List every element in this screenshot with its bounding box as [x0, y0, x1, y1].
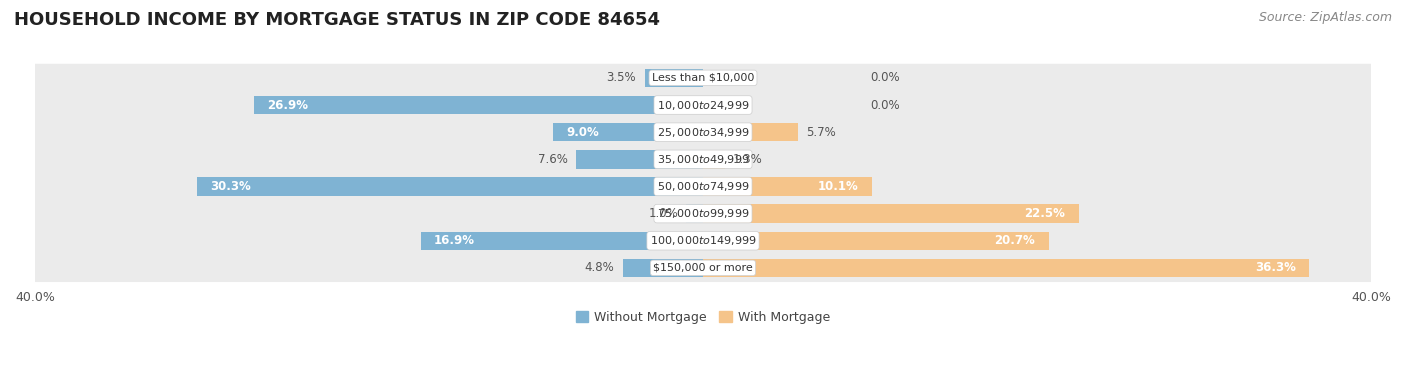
FancyBboxPatch shape: [27, 172, 1379, 201]
Text: 3.5%: 3.5%: [606, 71, 636, 84]
Text: 1.0%: 1.0%: [648, 207, 678, 220]
Text: Less than $10,000: Less than $10,000: [652, 73, 754, 83]
Text: 5.7%: 5.7%: [807, 126, 837, 139]
FancyBboxPatch shape: [27, 91, 1379, 119]
Text: $75,000 to $99,999: $75,000 to $99,999: [657, 207, 749, 220]
Text: 10.1%: 10.1%: [817, 180, 858, 193]
Text: 20.7%: 20.7%: [994, 234, 1035, 247]
Bar: [703, 177, 872, 196]
Bar: [553, 123, 703, 141]
Bar: [420, 231, 703, 250]
Bar: [703, 150, 724, 169]
Text: 7.6%: 7.6%: [538, 153, 568, 166]
Bar: [703, 259, 1309, 277]
Bar: [623, 259, 703, 277]
FancyBboxPatch shape: [27, 227, 1379, 255]
Bar: [686, 204, 703, 223]
Bar: [703, 204, 1078, 223]
Text: 26.9%: 26.9%: [267, 98, 308, 112]
Bar: [644, 69, 703, 87]
Text: $25,000 to $34,999: $25,000 to $34,999: [657, 126, 749, 139]
Text: $35,000 to $49,999: $35,000 to $49,999: [657, 153, 749, 166]
Text: $150,000 or more: $150,000 or more: [654, 263, 752, 273]
Text: $100,000 to $149,999: $100,000 to $149,999: [650, 234, 756, 247]
Bar: [197, 177, 703, 196]
Text: 9.0%: 9.0%: [567, 126, 599, 139]
Text: 36.3%: 36.3%: [1256, 261, 1296, 274]
FancyBboxPatch shape: [27, 254, 1379, 282]
Text: Source: ZipAtlas.com: Source: ZipAtlas.com: [1258, 11, 1392, 24]
Legend: Without Mortgage, With Mortgage: Without Mortgage, With Mortgage: [571, 306, 835, 329]
Bar: [703, 231, 1049, 250]
Bar: [576, 150, 703, 169]
FancyBboxPatch shape: [27, 64, 1379, 92]
Text: $10,000 to $24,999: $10,000 to $24,999: [657, 98, 749, 112]
Text: HOUSEHOLD INCOME BY MORTGAGE STATUS IN ZIP CODE 84654: HOUSEHOLD INCOME BY MORTGAGE STATUS IN Z…: [14, 11, 659, 29]
Text: 0.0%: 0.0%: [870, 71, 900, 84]
Text: $50,000 to $74,999: $50,000 to $74,999: [657, 180, 749, 193]
Text: 30.3%: 30.3%: [211, 180, 252, 193]
Text: 1.3%: 1.3%: [733, 153, 763, 166]
Bar: [253, 96, 703, 114]
Text: 4.8%: 4.8%: [585, 261, 614, 274]
FancyBboxPatch shape: [27, 199, 1379, 228]
Text: 16.9%: 16.9%: [434, 234, 475, 247]
FancyBboxPatch shape: [27, 145, 1379, 173]
Text: 22.5%: 22.5%: [1025, 207, 1066, 220]
Text: 0.0%: 0.0%: [870, 98, 900, 112]
Bar: [703, 123, 799, 141]
FancyBboxPatch shape: [27, 118, 1379, 146]
